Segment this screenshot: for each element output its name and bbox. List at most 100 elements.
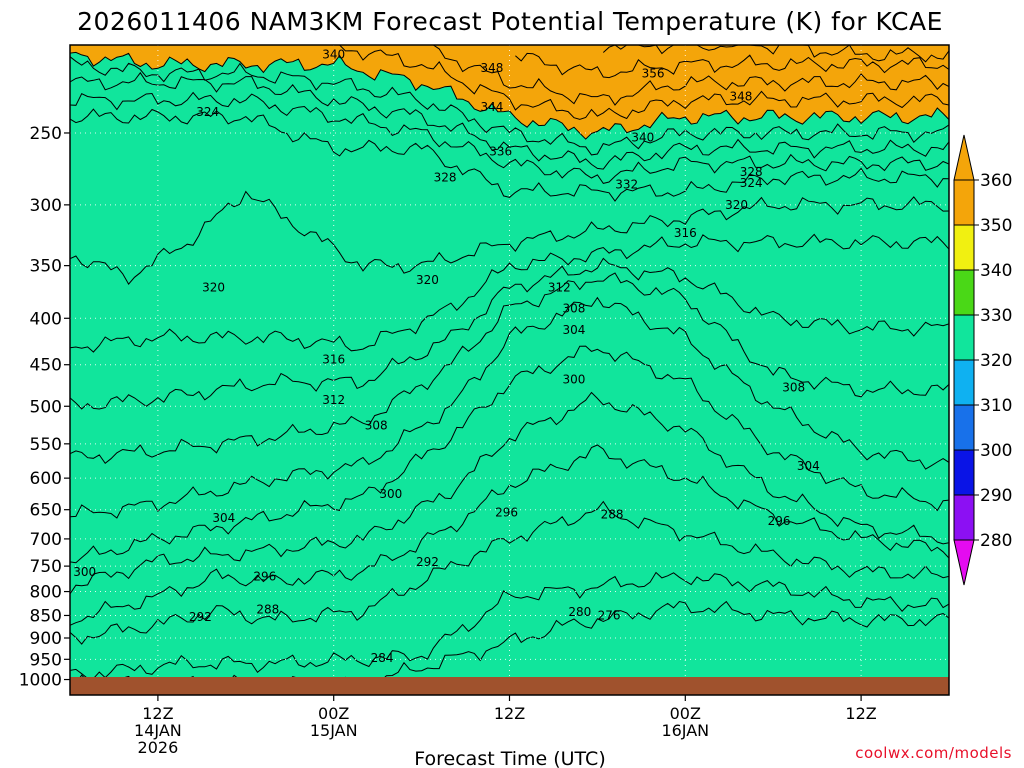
contour-line-336	[70, 56, 949, 156]
colorbar-tick-label: 320	[980, 351, 1012, 371]
contour-label: 324	[196, 105, 219, 119]
contour-label: 320	[725, 198, 748, 212]
colorbar-segment	[953, 314, 975, 361]
contour-label: 356	[642, 67, 665, 81]
y-tick-label: 800	[30, 583, 62, 603]
contour-lines	[70, 45, 949, 694]
x-tick-label1: 12Z	[142, 704, 173, 723]
credit-text: coolwx.com/models	[855, 744, 1012, 762]
contour-label: 300	[379, 487, 402, 501]
contour-label: 304	[212, 511, 235, 525]
y-tick-label: 1000	[19, 671, 62, 691]
contour-label: 328	[740, 165, 763, 179]
contour-label: 316	[674, 226, 697, 240]
contour-label: 304	[563, 323, 586, 337]
colorbar-segment	[953, 359, 975, 406]
y-tick-label: 850	[30, 606, 62, 626]
y-tick-label: 450	[30, 356, 62, 376]
ground-surface	[70, 677, 949, 695]
y-tick-label: 700	[30, 530, 62, 550]
band-below-340	[70, 52, 949, 695]
x-tick-label1: 00Z	[670, 704, 701, 723]
contour-line-348	[427, 45, 949, 106]
contour-line-356	[602, 45, 949, 63]
contour-line-316	[70, 233, 949, 353]
contour-label: 296	[253, 569, 276, 583]
contour-label: 304	[797, 459, 820, 473]
y-tick-label: 550	[30, 435, 62, 455]
contour-label: 332	[615, 178, 638, 192]
x-tick-label2: 15JAN	[310, 721, 358, 740]
y-tick-label: 350	[30, 257, 62, 277]
colorbar-extend-low	[953, 539, 975, 586]
contour-line-328	[70, 91, 949, 184]
grid-lines	[70, 45, 949, 695]
colorbar: 280 290 300 310 320 330 340 350 360	[953, 134, 1012, 586]
contour-line-344	[339, 45, 949, 120]
contour-line-288	[70, 500, 949, 645]
x-tick-label3: 2026	[138, 738, 179, 757]
contour-label: 300	[73, 565, 96, 579]
contour-label: 320	[416, 273, 439, 287]
x-tick-label2: 14JAN	[134, 721, 182, 740]
y-tick-label: 400	[30, 309, 62, 329]
contour-line-320	[70, 190, 949, 285]
colorbar-tick-label: 350	[980, 216, 1012, 236]
contour-label: 312	[548, 281, 571, 295]
contour-line-324	[70, 108, 949, 202]
contour-label: 292	[189, 610, 212, 624]
contour-label: 344	[480, 100, 503, 114]
colorbar-tick-label: 340	[980, 261, 1012, 281]
y-tick-label: 500	[30, 397, 62, 417]
colorbar-extend-high	[953, 134, 975, 181]
colorbar-segment	[953, 224, 975, 271]
contour-label: 348	[480, 61, 503, 75]
contour-label: 300	[563, 372, 586, 386]
contour-line-296	[70, 391, 949, 595]
colorbar-segment	[953, 269, 975, 316]
y-tick-label: 300	[30, 196, 62, 216]
contour-label: 288	[256, 602, 279, 616]
contour-label: 308	[365, 418, 388, 432]
y-tick-label: 250	[30, 124, 62, 144]
y-tick-label: 750	[30, 557, 62, 577]
x-tick-label1: 12Z	[845, 704, 876, 723]
contour-label: 340	[322, 48, 345, 62]
contour-line-332	[70, 71, 949, 170]
colorbar-segment	[953, 179, 975, 226]
y-tick-label: 900	[30, 629, 62, 649]
contour-line-304	[70, 296, 949, 519]
contour-label: 308	[782, 381, 805, 395]
colorbar-tick-label: 330	[980, 306, 1012, 326]
contour-label: 336	[489, 144, 512, 158]
contour-label: 348	[730, 90, 753, 104]
x-axis-label: Forecast Time (UTC)	[414, 748, 605, 768]
colorbar-tick-label: 300	[980, 441, 1012, 461]
contour-line-352	[515, 52, 949, 79]
contour-label: 280	[568, 605, 591, 619]
contour-label: 308	[563, 301, 586, 315]
y-tick-label: 950	[30, 650, 62, 670]
contour-label: 296	[768, 514, 791, 528]
x-tick-label1: 12Z	[494, 704, 525, 723]
y-tick-label: 600	[30, 469, 62, 489]
contour-line-284	[70, 571, 949, 680]
contour-line-312	[70, 257, 949, 410]
x-tick-label1: 00Z	[318, 704, 349, 723]
contour-label: 312	[322, 393, 345, 407]
colorbar-tick-label: 360	[980, 171, 1012, 191]
contour-label: 292	[416, 555, 439, 569]
contour-label: 324	[740, 176, 763, 190]
contour-label: 328	[434, 171, 457, 185]
x-tick-label2: 16JAN	[661, 721, 709, 740]
contour-label: 288	[601, 508, 624, 522]
contour-label: 320	[202, 281, 225, 295]
y-axis: 250 300 350 400 450 500 550 600 650 700 750 800 850 9…	[19, 124, 70, 691]
contour-label: 276	[598, 608, 621, 622]
colorbar-tick-label: 310	[980, 396, 1012, 416]
chart-title: 2026011406 NAM3KM Forecast Potential Tem…	[77, 7, 943, 36]
colorbar-segment	[953, 404, 975, 451]
